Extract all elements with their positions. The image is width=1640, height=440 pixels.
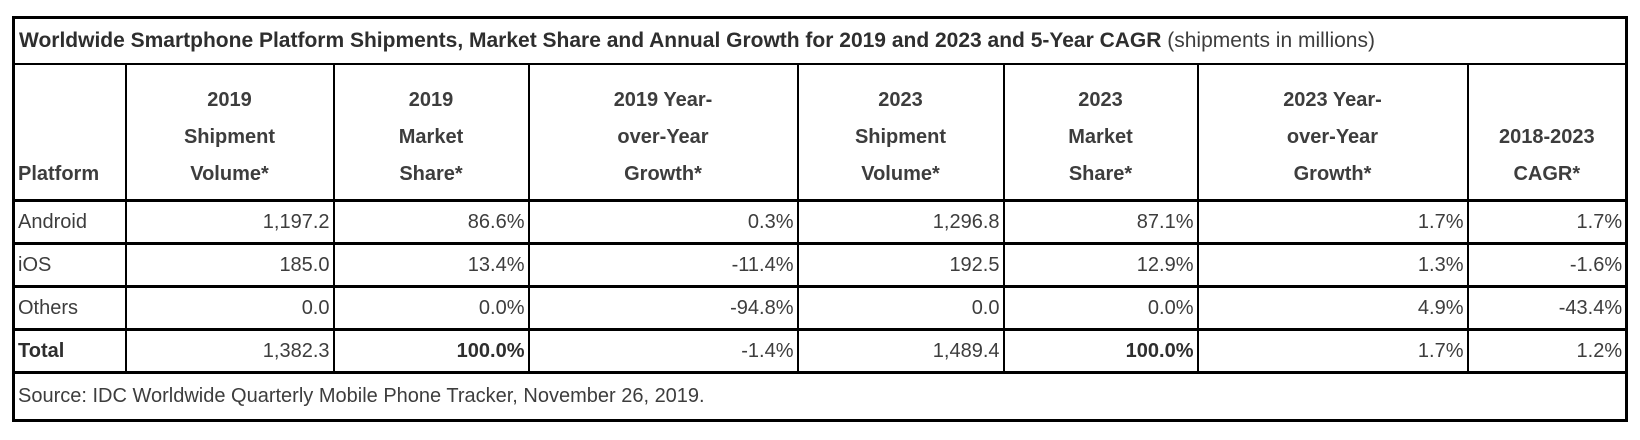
table-title-main: Worldwide Smartphone Platform Shipments,… xyxy=(19,29,1162,52)
header-row: Platform 2019 Shipment Volume* 2019 Mark… xyxy=(12,63,1628,202)
column-header-2023-shipment-volume: 2023 Shipment Volume* xyxy=(796,63,1005,202)
platform-cell: Total xyxy=(12,328,127,374)
column-header-platform: Platform xyxy=(12,63,127,202)
value-cell: 86.6% xyxy=(332,199,530,245)
value-cell: -94.8% xyxy=(527,285,799,331)
column-header-2023-yoy-growth: 2023 Year- over-Year Growth* xyxy=(1196,63,1469,202)
table-title-units: (shipments in millions) xyxy=(1161,29,1375,52)
column-header-cagr: 2018-2023 CAGR* xyxy=(1466,63,1628,202)
value-cell: 0.3% xyxy=(527,199,799,245)
value-cell: 185.0 xyxy=(124,242,335,288)
platform-cell: Android xyxy=(12,199,127,245)
value-cell: 1.2% xyxy=(1466,328,1628,374)
table-row-android: Android 1,197.2 86.6% 0.3% 1,296.8 87.1%… xyxy=(12,199,1628,245)
platform-cell: iOS xyxy=(12,242,127,288)
value-cell: 1.7% xyxy=(1466,199,1628,245)
value-cell: 0.0% xyxy=(332,285,530,331)
value-cell: 0.0% xyxy=(1002,285,1199,331)
platform-cell: Others xyxy=(12,285,127,331)
value-cell: 4.9% xyxy=(1196,285,1469,331)
source-row: Source: IDC Worldwide Quarterly Mobile P… xyxy=(12,371,1628,422)
column-header-2019-shipment-volume: 2019 Shipment Volume* xyxy=(124,63,335,202)
shipments-report: Worldwide Smartphone Platform Shipments,… xyxy=(12,16,1629,422)
table-title: Worldwide Smartphone Platform Shipments,… xyxy=(12,16,1628,65)
value-cell: 1,489.4 xyxy=(796,328,1005,374)
shipments-table: Worldwide Smartphone Platform Shipments,… xyxy=(12,16,1629,422)
value-cell: 192.5 xyxy=(796,242,1005,288)
table-row-ios: iOS 185.0 13.4% -11.4% 192.5 12.9% 1.3% … xyxy=(12,242,1628,288)
value-cell: -43.4% xyxy=(1466,285,1628,331)
value-cell: 0.0 xyxy=(796,285,1005,331)
value-cell: 87.1% xyxy=(1002,199,1199,245)
column-header-2019-market-share: 2019 Market Share* xyxy=(332,63,530,202)
value-cell: 1.7% xyxy=(1196,328,1469,374)
value-cell: -1.6% xyxy=(1466,242,1628,288)
value-cell: -11.4% xyxy=(527,242,799,288)
column-header-2023-market-share: 2023 Market Share* xyxy=(1002,63,1199,202)
column-header-2019-yoy-growth: 2019 Year- over-Year Growth* xyxy=(527,63,799,202)
value-cell: -1.4% xyxy=(527,328,799,374)
value-cell: 100.0% xyxy=(332,328,530,374)
value-cell: 1.7% xyxy=(1196,199,1469,245)
value-cell: 1.3% xyxy=(1196,242,1469,288)
title-row: Worldwide Smartphone Platform Shipments,… xyxy=(12,16,1628,65)
value-cell: 1,382.3 xyxy=(124,328,335,374)
value-cell: 1,197.2 xyxy=(124,199,335,245)
value-cell: 13.4% xyxy=(332,242,530,288)
table-row-total: Total 1,382.3 100.0% -1.4% 1,489.4 100.0… xyxy=(12,328,1628,374)
value-cell: 0.0 xyxy=(124,285,335,331)
table-row-others: Others 0.0 0.0% -94.8% 0.0 0.0% 4.9% -43… xyxy=(12,285,1628,331)
source-note: Source: IDC Worldwide Quarterly Mobile P… xyxy=(12,371,1628,422)
value-cell: 12.9% xyxy=(1002,242,1199,288)
value-cell: 1,296.8 xyxy=(796,199,1005,245)
value-cell: 100.0% xyxy=(1002,328,1199,374)
